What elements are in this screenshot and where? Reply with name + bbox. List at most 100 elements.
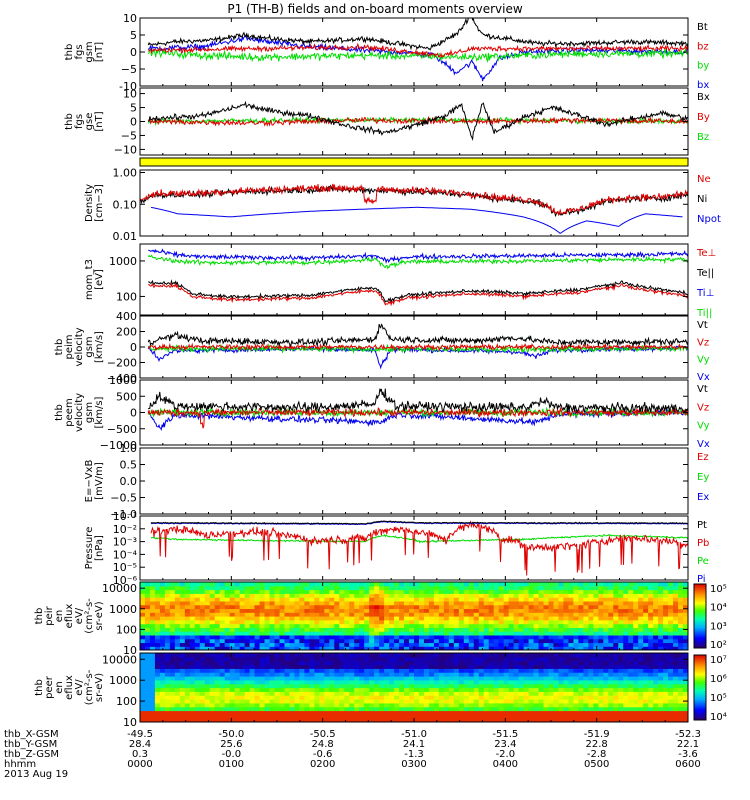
colorbar-label-peer_spectrogram-0: 10⁴: [710, 712, 727, 723]
ytick-peer_spectrogram-0: 10: [123, 716, 137, 729]
xaxis-value-3-4: 0400: [493, 759, 518, 770]
ytick-temperature-1: 1000: [109, 255, 137, 268]
plot-area-peir_spectrogram: [140, 582, 688, 650]
xaxis-value-2-6: -3.6: [678, 749, 698, 760]
panel-peer_spectrogram: 10 100 1000 10000 thb peer en eflux eV/(cm²-s-sr…: [34, 652, 727, 729]
ytick-fgs_gse-4: 10: [123, 88, 137, 101]
xaxis-value-0-2: -50.5: [310, 729, 336, 740]
ytick-peim_velocity-1: −200: [107, 357, 137, 370]
axis-frame-density: [139, 169, 689, 237]
legend-temperature-1: Te||: [696, 268, 714, 279]
plot-area-peer_spectrogram: [140, 653, 688, 722]
colorbar-label-peir_spectrogram-2: 10⁴: [710, 603, 727, 614]
ytick-peim_velocity-4: 400: [116, 310, 137, 323]
ytick-peem_velocity-2: 0: [130, 407, 137, 420]
series-ti-par: [147, 254, 688, 270]
ylabel-peim_velocity-4: [km/s]: [94, 331, 105, 363]
series-peem-vz: [147, 406, 688, 429]
legend-fgs_gsm-0: Bt: [697, 22, 708, 33]
series-ni: [140, 184, 688, 218]
series-bz: [147, 42, 688, 59]
ylabel-peir_spectrogram-2: en: [54, 610, 65, 623]
panel-temperature: 100 1000 mom_t3 [eV] Te⊥ Te|| Ti⊥ Ti||: [84, 243, 716, 319]
xaxis-value-3-0: 0000: [127, 759, 152, 770]
colorbar-peir_spectrogram: [693, 583, 707, 649]
ylabel-peer_spectrogram-3: eflux: [64, 675, 75, 700]
ylabel-pressure-0: Pressure: [84, 527, 95, 570]
series-gse-bx: [147, 100, 688, 142]
legend-fgs_gse-1: By: [697, 112, 710, 123]
legend-pressure-3: Pi: [697, 574, 706, 585]
ytick-fgs_gsm-3: 5: [130, 29, 137, 42]
colorbar-label-peir_spectrogram-0: 10²: [710, 640, 727, 651]
ylabel-density-1: [cm−3]: [94, 184, 105, 222]
legend-temperature-3: Ti||: [696, 308, 712, 319]
xaxis-label-3: hhmm: [4, 759, 36, 770]
ytick-temperature-0: 100: [116, 290, 137, 303]
legend-peem_velocity-1: Vz: [697, 402, 709, 413]
legend-efield-2: Ex: [697, 492, 709, 503]
xaxis-value-3-6: 0600: [675, 759, 700, 770]
legend-density-0: Ne: [697, 174, 711, 185]
x-axis-labels: thb_X-GSM -49.5 -50.0 -50.5 -51.0 -51.5 -51.9 -…: [4, 729, 701, 780]
ytick-pressure-1: 10⁻⁵: [113, 561, 137, 574]
ylabel-peem_velocity-3: gsm: [84, 402, 95, 423]
panel-peir_spectrogram: 10 100 1000 10000 thb peir en eflux eV/(cm²-s-sr…: [34, 581, 727, 657]
panel-peim_velocity: −400 −200 0 200 400 thb peim velocity gsm [km/s] V…: [54, 310, 710, 385]
colorbar-peer_spectrogram: [693, 654, 707, 721]
plot-area-temperature: [147, 248, 688, 307]
xaxis-value-1-3: 24.1: [403, 739, 425, 750]
legend-peem_velocity-0: Vt: [697, 384, 708, 395]
series-te-perp: [148, 281, 688, 307]
ytick-fgs_gsm-0: -10: [119, 80, 137, 93]
plot-area-density: [140, 183, 688, 234]
ytick-efield-0: −1.0: [110, 508, 137, 521]
legend-temperature-0: Te⊥: [696, 248, 716, 259]
figure-title: P1 (TH-B) fields and on-board moments ov…: [227, 2, 523, 16]
legend-fgs_gsm-2: by: [697, 61, 709, 72]
series-gse-by: [147, 115, 688, 127]
ytick-peim_velocity-2: 0: [130, 341, 137, 354]
ylabel-fgs_gse-1: fgs: [74, 114, 85, 129]
ytick-fgs_gsm-2: 0: [130, 46, 137, 59]
ytick-peem_velocity-4: 1000: [109, 374, 137, 387]
ytick-fgs_gse-0: −10: [114, 143, 137, 156]
ylabel-peer_spectrogram-1: peer: [44, 675, 55, 699]
colorbar-label-peir_spectrogram-1: 10³: [710, 621, 727, 632]
series-peem-vt: [147, 388, 688, 414]
ytick-peim_velocity-3: 200: [116, 326, 137, 339]
ytick-efield-3: 0.5: [120, 459, 138, 472]
xaxis-value-2-5: -2.8: [587, 749, 607, 760]
xaxis-value-0-5: -51.9: [584, 729, 610, 740]
series-peim-vy: [147, 343, 688, 354]
ytick-pressure-3: 10⁻³: [113, 536, 137, 549]
xaxis-value-3-5: 0500: [584, 759, 609, 770]
ylabel-peem_velocity-4: [km/s]: [94, 396, 105, 428]
panel-fgs_gsm: -10 −5 0 5 10 thb fgs gsm [nT] Bt bz by bx: [64, 12, 709, 93]
xaxis-label-2: thb_Z-GSM: [4, 749, 59, 760]
series-pb: [150, 520, 688, 576]
ytick-peir_spectrogram-1: 100: [116, 623, 137, 636]
ylabel-efield-0: E=−VxB: [84, 460, 95, 503]
series-by: [147, 47, 688, 63]
series-pi: [150, 520, 688, 526]
series-ne: [140, 183, 688, 217]
xaxis-date: 2013 Aug 19: [4, 769, 68, 780]
legend-fgs_gsm-1: bz: [697, 41, 709, 52]
ylabel-density-0: Density: [84, 184, 95, 222]
ytick-pressure-2: 10⁻⁴: [113, 548, 138, 561]
ytick-efield-2: 0.0: [120, 475, 138, 488]
legend-peim_velocity-1: Vz: [697, 337, 709, 348]
panel-quality: [139, 157, 689, 167]
ylabel-pressure-1: [nPa]: [94, 535, 105, 561]
xaxis-value-1-1: 25.6: [220, 739, 242, 750]
ylabel-peem_velocity-1: peem: [64, 398, 75, 426]
series-pt: [150, 520, 688, 525]
ytick-peir_spectrogram-2: 1000: [109, 603, 137, 616]
legend-fgs_gsm-3: bx: [697, 80, 709, 91]
ytick-fgs_gsm-4: 10: [123, 12, 137, 25]
ylabel-peem_velocity-2: velocity: [74, 393, 85, 432]
legend-fgs_gse-2: Bz: [697, 132, 709, 143]
legend-fgs_gse-0: Bx: [697, 92, 710, 103]
